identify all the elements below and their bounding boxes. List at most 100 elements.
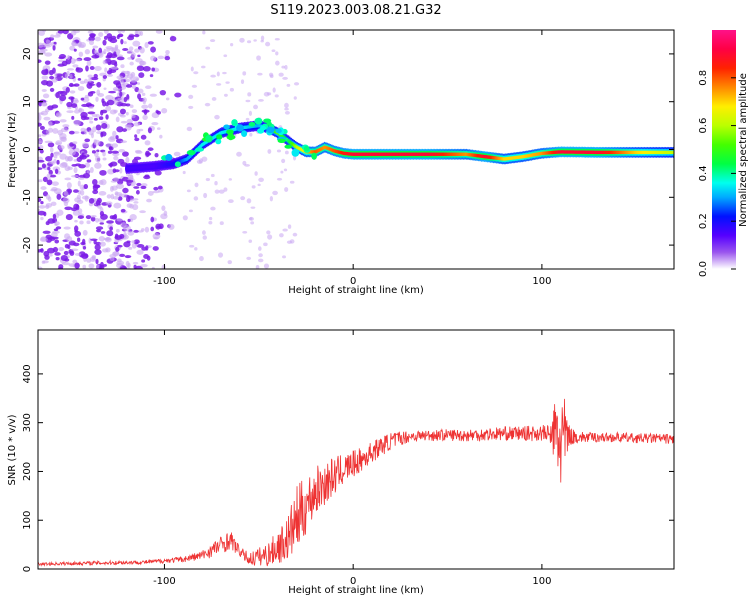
y-tick-label: 100 — [22, 511, 33, 530]
noise-spot — [250, 221, 255, 225]
noise-spot — [109, 253, 117, 258]
noise-spot — [72, 131, 80, 134]
noise-spot — [78, 51, 84, 57]
noise-spot — [45, 194, 51, 200]
noise-spot — [73, 48, 77, 52]
noise-spot — [267, 234, 273, 240]
noise-spot — [88, 198, 95, 204]
ridge-blob — [231, 119, 238, 127]
noise-spot — [228, 178, 233, 181]
noise-spot — [196, 159, 203, 164]
noise-spot — [159, 134, 163, 139]
noise-spot — [47, 105, 54, 111]
noise-spot — [64, 244, 70, 249]
noise-spot — [89, 65, 95, 71]
noise-spot — [38, 208, 41, 212]
noise-spot — [65, 86, 70, 93]
noise-spot — [141, 259, 146, 263]
noise-spot — [110, 193, 115, 200]
noise-spot — [54, 252, 61, 256]
noise-spot — [128, 246, 133, 250]
noise-spot — [293, 82, 300, 86]
noise-spot — [117, 97, 123, 101]
noise-spot — [108, 163, 114, 167]
noise-spot — [236, 151, 242, 157]
noise-spot — [63, 201, 69, 207]
noise-spot — [90, 132, 94, 139]
noise-spot — [208, 221, 213, 225]
noise-spot — [41, 75, 49, 80]
noise-spot — [147, 41, 154, 45]
noise-spot — [80, 189, 85, 196]
noise-spot — [107, 150, 113, 154]
noise-spot — [109, 226, 113, 231]
noise-spot — [150, 46, 156, 53]
noise-spot — [113, 99, 119, 106]
noise-spot — [46, 173, 52, 179]
noise-spot — [105, 105, 112, 112]
noise-spot — [137, 93, 142, 100]
noise-spot — [116, 75, 124, 80]
noise-spot — [43, 211, 47, 217]
noise-spot — [98, 116, 104, 120]
noise-spot — [124, 124, 133, 128]
noise-spot — [145, 152, 152, 156]
noise-spot — [174, 92, 182, 98]
noise-spot — [94, 49, 98, 55]
noise-spot — [49, 87, 55, 92]
noise-spot — [71, 207, 78, 212]
noise-spot — [103, 263, 107, 267]
noise-spot — [45, 204, 50, 210]
noise-spot — [111, 150, 119, 154]
noise-spot — [258, 246, 262, 251]
noise-spot — [251, 185, 256, 189]
noise-spot — [91, 54, 100, 59]
noise-spot — [52, 213, 57, 219]
noise-spot — [118, 149, 126, 153]
noise-spot — [239, 37, 245, 43]
noise-spot — [96, 264, 100, 269]
noise-spot — [248, 239, 253, 243]
noise-spot — [38, 42, 44, 48]
noise-spot — [58, 264, 64, 269]
noise-spot — [150, 55, 157, 61]
noise-spot — [130, 71, 136, 78]
noise-spot — [202, 30, 206, 35]
noise-spot — [112, 130, 117, 137]
noise-spot — [77, 180, 81, 187]
noise-spot — [50, 174, 57, 178]
noise-spot — [95, 226, 104, 230]
noise-spot — [114, 235, 123, 240]
noise-spot — [40, 186, 47, 190]
noise-spot — [271, 49, 276, 52]
noise-spot — [129, 61, 134, 66]
noise-spot — [41, 163, 46, 169]
noise-spot — [102, 39, 107, 46]
noise-spot — [82, 229, 88, 236]
noise-spot — [53, 154, 58, 159]
noise-spot — [282, 228, 288, 232]
noise-spot — [122, 151, 129, 157]
noise-spot — [214, 181, 218, 186]
noise-spot — [151, 122, 159, 126]
ridge-blob — [303, 145, 310, 152]
noise-spot — [144, 226, 150, 233]
noise-spot — [257, 72, 263, 76]
noise-spot — [86, 258, 92, 263]
noise-spot — [56, 113, 62, 117]
noise-spot — [38, 30, 45, 36]
noise-spot — [52, 246, 59, 253]
noise-spot — [77, 237, 81, 243]
ridge-blob — [186, 149, 196, 156]
noise-spot — [263, 242, 268, 247]
noise-spot — [64, 233, 71, 240]
x-tick-label: 100 — [532, 576, 551, 587]
noise-spot — [78, 107, 83, 113]
noise-spot — [247, 92, 252, 97]
ridge-blob — [248, 121, 256, 127]
noise-spot — [44, 140, 53, 144]
spectrogram-ylabel: Frequency (Hz) — [7, 112, 18, 188]
noise-spot — [66, 70, 70, 76]
noise-spot — [105, 95, 114, 100]
